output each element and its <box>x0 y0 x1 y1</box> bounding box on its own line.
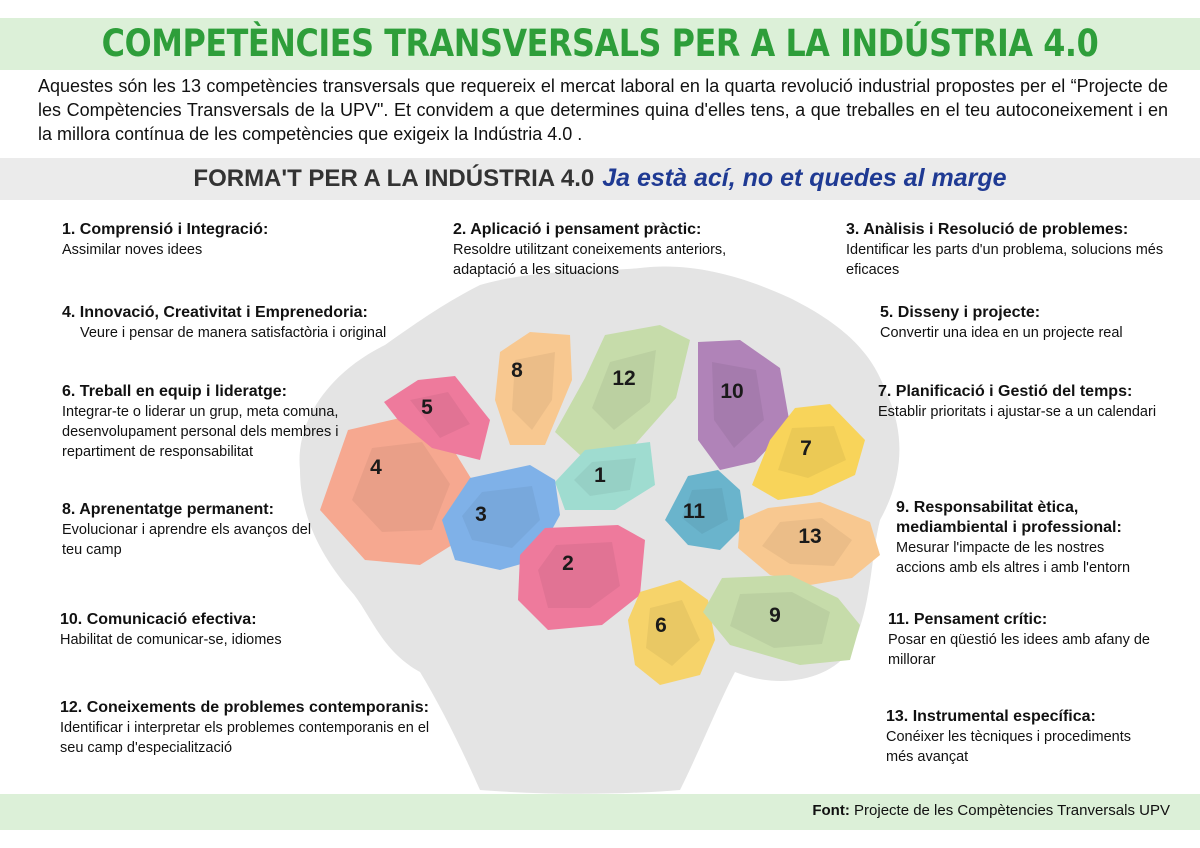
competency-description: Conéixer les tècniques i procediments mé… <box>886 729 1132 765</box>
competency-title: Responsabilitat ètica, mediambiental i p… <box>896 499 1122 536</box>
competency-description: Identificar i interpretar els problemes … <box>60 720 430 756</box>
competency-number: 13. <box>886 708 909 725</box>
lobe-12 <box>555 325 690 455</box>
competency-title: Planificació i Gestió del temps: <box>895 383 1133 400</box>
competency-9: 9. Responsabilitat ètica, mediambiental … <box>896 498 1146 578</box>
page-title: COMPETÈNCIES TRANSVERSALS PER A LA INDÚS… <box>101 22 1099 65</box>
lobe-label-5: 5 <box>421 396 433 419</box>
competency-description: Habilitat de comunicar-se, idiomes <box>60 632 282 648</box>
competency-title: Treball en equip i lideratge: <box>79 383 287 400</box>
competency-number: 11. <box>888 611 910 628</box>
competency-number: 9. <box>896 499 910 516</box>
competency-description: Resoldre utilitzant coneixements anterio… <box>453 242 727 278</box>
lobe-8 <box>495 332 572 445</box>
competency-title: Disseny i projecte: <box>897 304 1041 321</box>
title-band <box>0 18 1200 70</box>
competency-description: Evolucionar i aprendre els avanços del t… <box>62 522 312 558</box>
competency-title: Comunicació efectiva: <box>86 611 257 628</box>
competency-2: 2. Aplicació i pensament pràctic: Resold… <box>453 220 763 280</box>
competency-number: 7. <box>878 383 892 400</box>
competency-title: Pensament crític: <box>913 611 1048 628</box>
lobe-label-4: 4 <box>370 456 382 479</box>
lobe-label-13: 13 <box>798 525 821 548</box>
subtitle-band <box>0 158 1200 200</box>
competency-description: Establir prioritats i ajustar-se a un ca… <box>878 404 1157 420</box>
competency-description: Posar en qüestió les idees amb afany de … <box>888 632 1150 668</box>
competency-description: Assimilar noves idees <box>62 242 203 258</box>
lobe-label-3: 3 <box>475 503 487 526</box>
competency-3: 3. Anàlisis i Resolució de problemes: Id… <box>846 220 1166 280</box>
competency-11: 11. Pensament crític: Posar en qüestió l… <box>888 610 1178 670</box>
footer-source: Font: Projecte de les Compètencies Tranv… <box>812 802 1170 819</box>
footer-band <box>0 794 1200 830</box>
lobe-7 <box>752 404 865 500</box>
lobe-2 <box>518 525 645 630</box>
lobe-label-10: 10 <box>720 380 743 403</box>
competency-title: Anàlisis i Resolució de problemes: <box>863 221 1129 238</box>
lobe-1 <box>555 442 655 510</box>
lobe-label-1: 1 <box>594 464 606 487</box>
competency-number: 1. <box>62 221 76 238</box>
intro-text: Aquestes són les 13 competències transve… <box>38 76 1168 144</box>
competency-number: 2. <box>453 221 467 238</box>
lobe-10 <box>698 340 790 470</box>
subtitle: FORMA'T PER A LA INDÚSTRIA 4.0 Ja està ac… <box>0 164 1200 193</box>
competency-number: 10. <box>60 611 83 628</box>
subtitle-main: FORMA'T PER A LA INDÚSTRIA 4.0 <box>193 165 595 192</box>
competency-title: Coneixements de problemes contemporanis: <box>86 699 430 716</box>
competency-number: 6. <box>62 383 76 400</box>
competency-number: 8. <box>62 501 76 518</box>
competency-13: 13. Instrumental específica: Conéixer le… <box>886 707 1176 767</box>
competency-description: Convertir una idea en un projecte real <box>880 325 1123 341</box>
lobe-label-8: 8 <box>511 359 523 382</box>
competency-10: 10. Comunicació efectiva: Habilitat de c… <box>60 610 360 650</box>
competency-title: Aplicació i pensament pràctic: <box>470 221 702 238</box>
lobe-label-2: 2 <box>562 552 574 575</box>
competency-number: 5. <box>880 304 894 321</box>
lobe-label-6: 6 <box>655 614 667 637</box>
lobe-label-9: 9 <box>769 604 781 627</box>
footer-source-text: Projecte de les Compètencies Tranversals… <box>854 802 1170 819</box>
competency-5: 5. Disseny i projecte: Convertir una ide… <box>880 303 1180 343</box>
lobe-6 <box>628 580 715 685</box>
competency-4: 4. Innovació, Creativitat i Emprenedoria… <box>62 303 422 343</box>
lobe-4 <box>320 418 472 565</box>
lobe-label-12: 12 <box>612 367 635 390</box>
competency-number: 3. <box>846 221 860 238</box>
competency-7: 7. Planificació i Gestió del temps: Esta… <box>878 382 1178 422</box>
competency-number: 4. <box>62 304 76 321</box>
footer-label: Font: <box>812 802 850 819</box>
competency-title: Instrumental específica: <box>912 708 1096 725</box>
subtitle-accent: Ja està ací, no et quedes al marge <box>602 164 1007 192</box>
competency-title: Aprenentatge permanent: <box>79 501 274 518</box>
lobe-label-7: 7 <box>800 437 812 460</box>
competency-number: 12. <box>60 699 83 716</box>
competency-1: 1. Comprensió i Integració: Assimilar no… <box>62 220 392 260</box>
competency-title: Innovació, Creativitat i Emprenedoria: <box>79 304 368 321</box>
lobe-13 <box>738 502 880 585</box>
competency-description: Integrar-te o liderar un grup, meta comu… <box>62 404 339 460</box>
competency-description: Veure i pensar de manera satisfactòria i… <box>80 325 387 341</box>
lobe-9 <box>703 575 860 665</box>
competency-6: 6. Treball en equip i lideratge: Integra… <box>62 382 362 462</box>
lobe-label-11: 11 <box>683 500 706 523</box>
competency-8: 8. Aprenentatge permanent: Evolucionar i… <box>62 500 312 560</box>
competency-12: 12. Coneixements de problemes contempora… <box>60 698 450 758</box>
competency-title: Comprensió i Integració: <box>79 221 269 238</box>
lobe-5 <box>384 376 490 460</box>
competency-description: Mesurar l'impacte de les nostres accions… <box>896 540 1131 576</box>
lobe-11 <box>665 470 745 550</box>
competency-description: Identificar les parts d'un problema, sol… <box>846 242 1164 278</box>
